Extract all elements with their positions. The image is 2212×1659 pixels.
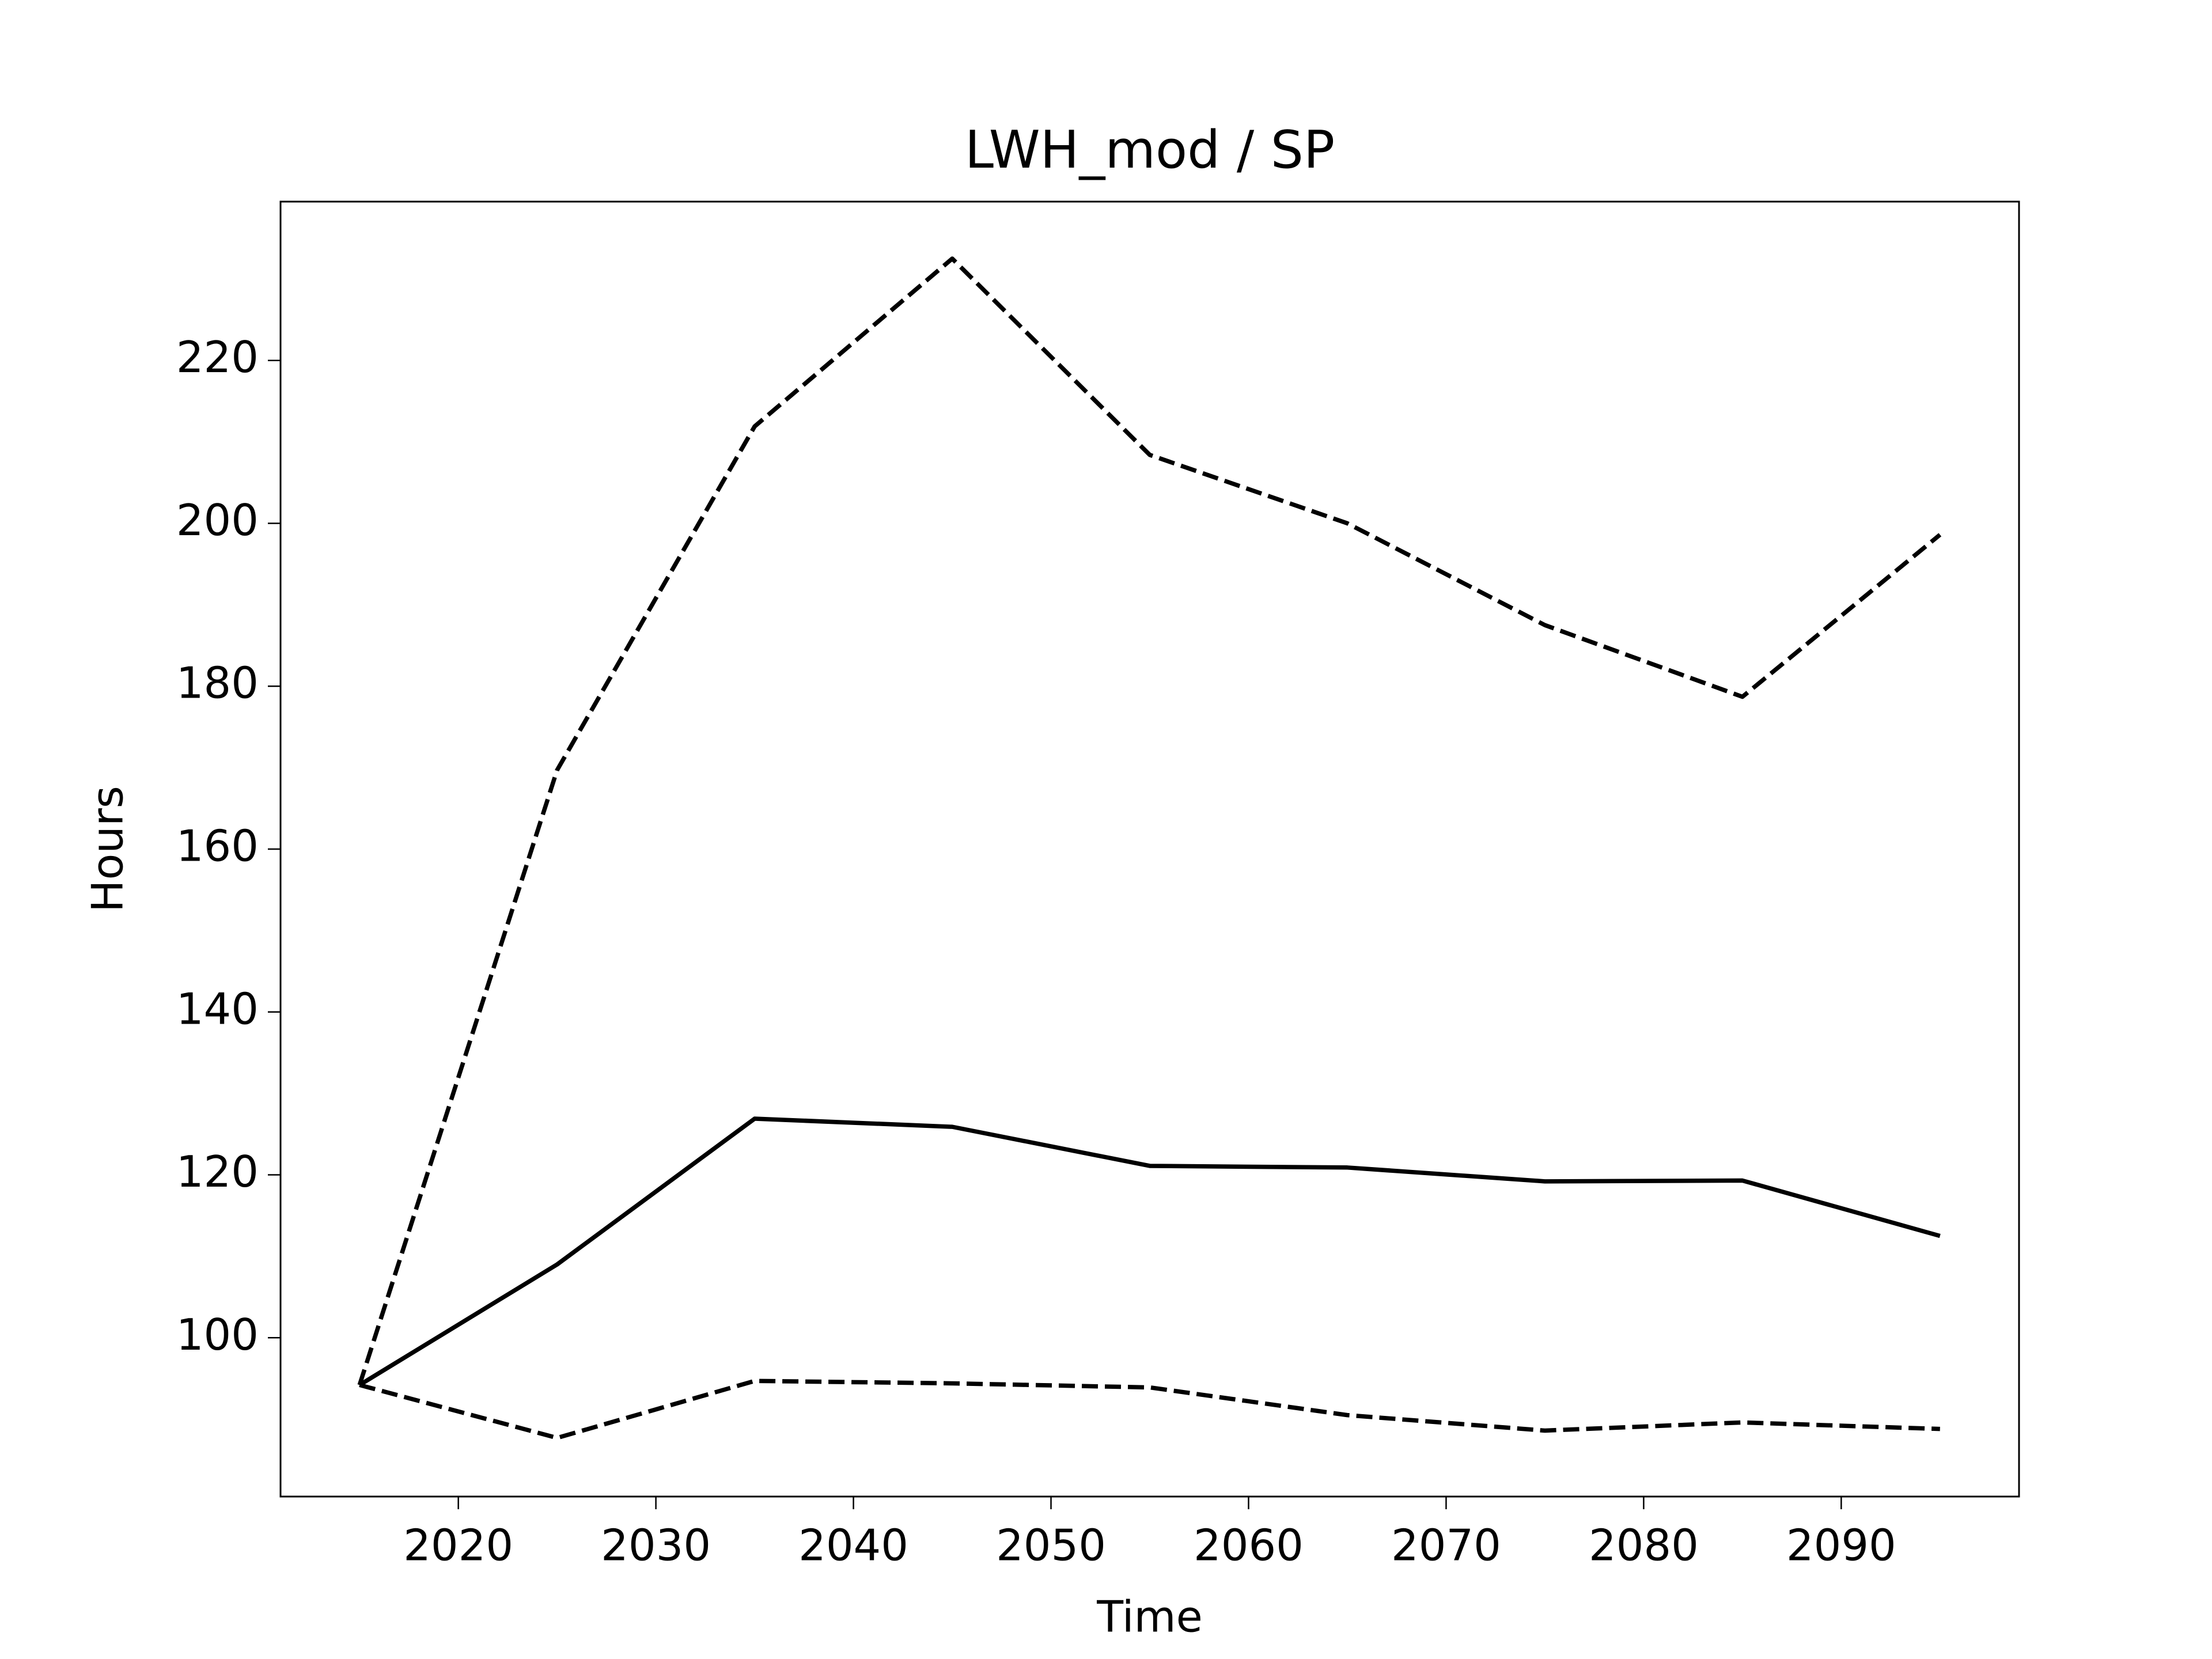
y-tick-label: 120 (176, 1146, 259, 1197)
y-tick-label: 100 (176, 1309, 259, 1360)
x-tick-label: 2050 (996, 1520, 1106, 1571)
data-line (357, 256, 1942, 1386)
y-tick-label: 220 (176, 332, 259, 382)
x-tick-label: 2090 (1786, 1520, 1896, 1571)
x-tick-label: 2080 (1589, 1520, 1699, 1571)
data-line (358, 1116, 1941, 1387)
x-tick-label: 2060 (1194, 1520, 1304, 1571)
y-tick-label: 180 (176, 658, 259, 709)
x-tick-label: 2070 (1391, 1520, 1501, 1571)
y-tick-label: 140 (176, 983, 259, 1034)
y-axis-label: Hours (82, 786, 133, 912)
y-tick-label: 200 (176, 495, 259, 546)
y-tick-label: 160 (176, 821, 259, 872)
x-tick-label: 2030 (601, 1520, 711, 1571)
chart-title: LWH_mod / SP (965, 120, 1335, 180)
plot-frame (279, 200, 2020, 1498)
x-tick-label: 2040 (798, 1520, 908, 1571)
x-axis-label: Time (1096, 1592, 1203, 1642)
x-tick-label: 2020 (403, 1520, 513, 1571)
